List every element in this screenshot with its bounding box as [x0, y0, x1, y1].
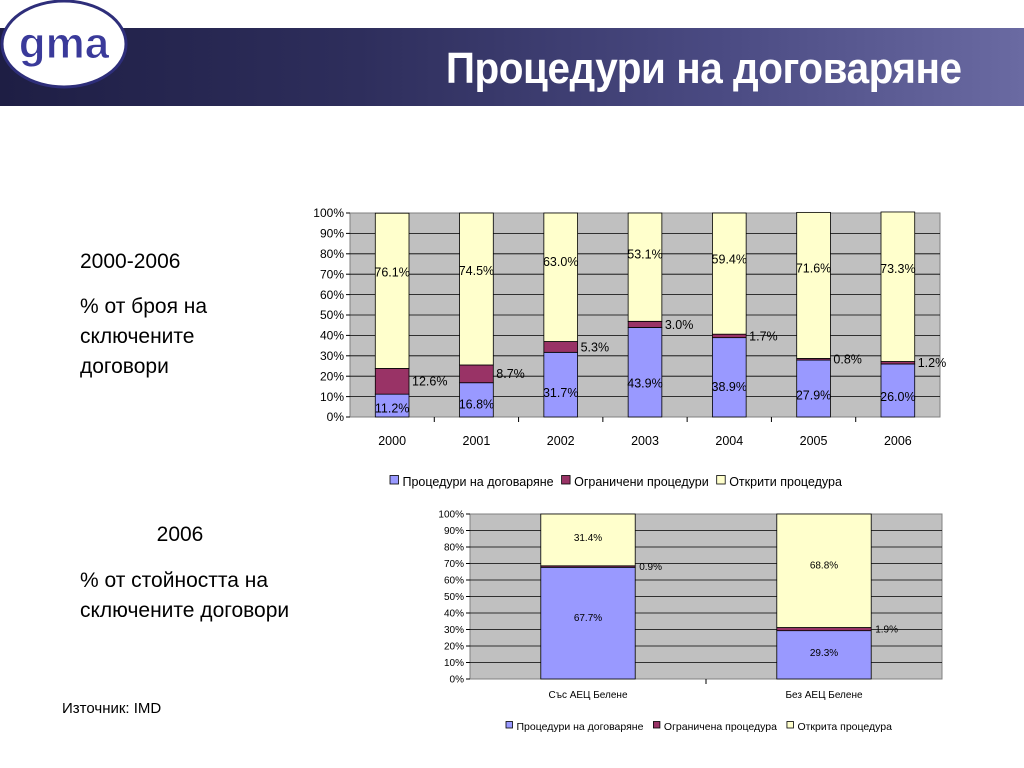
bar-segment	[880, 363, 916, 418]
legend-entry: Ограничена процедура	[664, 721, 777, 733]
source-note: Източник: IMD	[62, 700, 162, 717]
bar-segment	[712, 212, 747, 335]
bar-segment	[540, 513, 636, 567]
y-tick-label: 10%	[320, 390, 344, 404]
x-tick-label: Със АЕЦ Белене	[548, 690, 627, 701]
y-tick-label: 10%	[444, 658, 464, 669]
data-label: 59.4%	[712, 252, 747, 266]
data-label: 12.6%	[412, 375, 447, 389]
data-label: 68.8%	[810, 561, 838, 572]
y-tick-label: 20%	[320, 369, 344, 383]
bar-segment	[543, 351, 578, 418]
data-label: 43.9%	[627, 376, 662, 390]
y-tick-label: 100%	[438, 510, 464, 521]
legend-swatch	[389, 475, 399, 485]
legend-swatch	[653, 721, 661, 729]
y-tick-label: 80%	[320, 247, 344, 261]
data-label: 63.0%	[543, 255, 578, 269]
bar-segment	[627, 212, 663, 322]
y-tick-label: 40%	[320, 329, 344, 343]
y-tick-label: 50%	[444, 592, 464, 603]
data-label: 74.5%	[459, 264, 494, 278]
data-label: 67.7%	[574, 613, 602, 624]
x-tick-label: 2004	[715, 434, 743, 448]
y-tick-label: 70%	[444, 559, 464, 570]
y-tick-label: 100%	[313, 206, 344, 220]
y-tick-label: 20%	[444, 642, 464, 653]
logo-text: gma	[19, 19, 110, 68]
bar-segment	[459, 212, 494, 366]
data-label: 27.9%	[796, 389, 831, 403]
y-tick-label: 80%	[444, 543, 464, 554]
legend-entry: Процедури на договаряне	[517, 721, 644, 733]
legend-swatch	[786, 721, 794, 729]
bar-segment	[374, 212, 410, 369]
page-title: Процедури на договаряне	[446, 44, 962, 93]
y-tick-label: 40%	[444, 609, 464, 620]
data-label: 11.2%	[375, 402, 410, 416]
gma-logo: gma	[0, 0, 128, 89]
y-tick-label: 30%	[320, 349, 344, 363]
x-tick-label: 2002	[547, 434, 575, 448]
data-label: 0.9%	[639, 562, 662, 573]
bar-segment	[776, 513, 872, 628]
data-label: 31.7%	[543, 386, 578, 400]
data-label: 1.7%	[749, 329, 778, 343]
data-label: 26.0%	[880, 390, 915, 404]
legend-entry: Открити процедура	[729, 475, 842, 489]
y-tick-label: 70%	[320, 267, 344, 281]
data-label: 31.4%	[574, 533, 602, 544]
data-label: 1.9%	[875, 625, 898, 636]
y-tick-label: 0%	[450, 675, 465, 686]
y-tick-label: 60%	[320, 288, 344, 302]
legend-entry: Процедури на договаряне	[403, 475, 554, 489]
legend-swatch	[716, 475, 726, 485]
x-tick-label: 2005	[800, 434, 828, 448]
bar-segment	[796, 211, 831, 359]
bar-segment	[540, 566, 636, 680]
data-label: 29.3%	[810, 648, 838, 659]
data-label: 5.3%	[581, 340, 610, 354]
value-description: % от стойността на сключените договори	[80, 569, 290, 622]
title-bar	[0, 28, 1024, 106]
legend-swatch	[505, 721, 513, 729]
bar-segment	[776, 627, 872, 632]
y-tick-label: 50%	[320, 308, 344, 322]
data-label: 38.9%	[712, 380, 747, 394]
x-tick-label: 2001	[463, 434, 491, 448]
y-tick-label: 90%	[444, 526, 464, 537]
data-label: 53.1%	[627, 248, 662, 262]
legend-swatch	[561, 475, 571, 485]
value-year-label: 2006	[156, 523, 204, 546]
bar-segment	[543, 212, 578, 342]
x-tick-label: 2003	[631, 434, 659, 448]
data-label: 0.8%	[833, 353, 862, 367]
bar-segment	[627, 327, 663, 418]
bar-segment	[459, 382, 494, 418]
data-label: 8.7%	[496, 367, 525, 381]
y-tick-label: 60%	[444, 576, 464, 587]
y-tick-label: 0%	[327, 410, 345, 424]
data-label: 3.0%	[665, 318, 694, 332]
count-description: % от броя на сключените договори	[80, 295, 208, 378]
bar-segment	[796, 359, 831, 418]
data-label: 71.6%	[796, 261, 831, 275]
bar-segment	[776, 630, 872, 680]
y-tick-label: 90%	[320, 227, 344, 241]
bar-segment	[880, 211, 916, 362]
legend-entry: Открита процедура	[797, 721, 892, 733]
data-label: 16.8%	[459, 397, 494, 411]
data-label: 73.3%	[880, 262, 915, 276]
x-tick-label: 2006	[884, 434, 912, 448]
x-tick-label: Без АЕЦ Белене	[785, 690, 862, 701]
bar-segment	[374, 368, 410, 395]
data-label: 1.2%	[918, 356, 947, 370]
x-tick-label: 2000	[378, 434, 406, 448]
legend-entry: Ограничени процедури	[574, 475, 709, 489]
period-label: 2000-2006	[80, 250, 181, 273]
y-tick-label: 30%	[444, 625, 464, 636]
data-label: 76.1%	[374, 266, 409, 280]
